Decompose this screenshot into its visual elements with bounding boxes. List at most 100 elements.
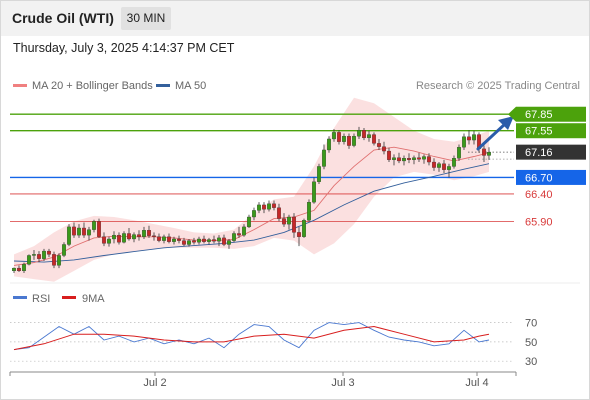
candle-body xyxy=(352,136,356,146)
candle-body xyxy=(337,132,341,142)
candle-body xyxy=(127,233,131,240)
rsi-level-label-50: 50 xyxy=(525,337,537,349)
rsi-ma9-line xyxy=(13,325,490,351)
candle-body xyxy=(187,240,191,245)
candle-body xyxy=(77,227,81,236)
bollinger-band xyxy=(14,97,489,282)
moving-averages xyxy=(13,146,490,266)
candle-body xyxy=(287,216,291,225)
candle-body xyxy=(262,204,266,210)
credit-text: Research © 2025 Trading Central xyxy=(415,80,580,92)
candle-body xyxy=(197,238,201,243)
candle-body xyxy=(442,163,446,170)
candle-body xyxy=(97,221,101,237)
level-label-67.55: 67.55 xyxy=(525,126,553,138)
candle-body xyxy=(237,233,241,236)
candle-body xyxy=(42,250,46,259)
candle-body xyxy=(147,230,151,236)
candle-body xyxy=(152,235,156,237)
candle-body xyxy=(382,146,386,152)
candle-body xyxy=(52,254,56,266)
candle-body xyxy=(137,234,141,237)
candle-body xyxy=(122,233,126,243)
candle-body xyxy=(202,238,206,242)
candle-body xyxy=(307,202,311,221)
candle-body xyxy=(167,236,171,242)
candle-body xyxy=(342,136,346,142)
forecast-arrow xyxy=(476,116,514,151)
candle-body xyxy=(57,255,61,266)
candle-body xyxy=(317,166,321,182)
level-label-67.55-box xyxy=(516,123,586,139)
rsi-level-label-70: 70 xyxy=(525,318,537,330)
candle-body xyxy=(242,226,246,236)
candle-body xyxy=(357,130,361,137)
candle-body xyxy=(192,240,196,243)
candle-body xyxy=(17,267,21,272)
forecast-arrow-shaft xyxy=(476,122,507,151)
chart-header: Crude Oil (WTI) 30 MIN xyxy=(0,0,590,36)
candle-body xyxy=(32,254,36,256)
candle-body xyxy=(27,255,31,265)
bollinger-band-area xyxy=(14,97,489,282)
candle-body xyxy=(247,216,251,228)
rsi-panel: RSI 9MA 70 50 30 xyxy=(10,293,537,368)
candle-body xyxy=(387,150,391,160)
candle-body xyxy=(297,232,301,237)
candle-body xyxy=(217,237,221,242)
candle-body xyxy=(457,147,461,159)
level-label-67.85: 67.85 xyxy=(525,109,553,121)
candle-body xyxy=(92,221,96,230)
candle-body xyxy=(377,143,381,147)
candle-body xyxy=(362,130,366,139)
candle-body xyxy=(277,207,281,219)
candle-body xyxy=(302,220,306,237)
candle-body xyxy=(322,149,326,167)
candle-body xyxy=(207,239,211,242)
candle-body xyxy=(72,226,76,236)
candle-body xyxy=(102,236,106,244)
candle-body xyxy=(312,181,316,203)
x-tick-label: Jul 2 xyxy=(143,377,166,389)
candle-body xyxy=(67,226,71,245)
candle-body xyxy=(482,148,486,156)
x-tick-label: Jul 3 xyxy=(331,377,354,389)
candle-body xyxy=(47,250,51,255)
candle-body xyxy=(212,239,216,242)
candle-body xyxy=(117,234,121,243)
instrument-title: Crude Oil (WTI) xyxy=(12,10,114,26)
level-labels: 67.85 67.55 67.16 66.70 66.40 65.90 xyxy=(508,106,586,228)
candle-body xyxy=(62,244,66,256)
forecast-arrow-head xyxy=(498,116,514,130)
ma20-swatch xyxy=(13,83,27,87)
candle-body xyxy=(462,136,466,148)
candle-body xyxy=(487,152,491,156)
ma50-line xyxy=(13,163,490,263)
rsi-line xyxy=(13,322,490,351)
x-tick-label: Jul 4 xyxy=(465,377,488,389)
candlesticks xyxy=(12,126,491,274)
candle-body xyxy=(282,218,286,225)
ma50-swatch xyxy=(156,83,170,87)
candle-body xyxy=(427,156,431,163)
candle-body xyxy=(87,229,91,236)
candle-body xyxy=(397,157,401,162)
timeframe-button[interactable]: 30 MIN xyxy=(121,7,171,30)
candle-body xyxy=(82,227,86,236)
candle-body xyxy=(372,134,376,144)
candle-body xyxy=(37,254,41,259)
ma9-legend-swatch xyxy=(62,296,76,299)
level-label-67.85-pointer xyxy=(508,106,516,122)
candle-body xyxy=(107,238,111,244)
candle-body xyxy=(292,216,296,233)
candle-body xyxy=(392,157,396,160)
level-label-66.40: 66.40 xyxy=(525,189,553,201)
timestamp: Thursday, July 3, 2025 4:14:37 PM CET xyxy=(13,41,235,55)
candle-body xyxy=(402,158,406,162)
legend-label-ma20: MA 20 + Bollinger Bands xyxy=(32,80,153,92)
candle-body xyxy=(412,157,416,160)
ma20-line xyxy=(13,146,490,266)
candle-body xyxy=(367,134,371,139)
candle-body xyxy=(327,138,331,151)
candle-body xyxy=(182,240,186,245)
